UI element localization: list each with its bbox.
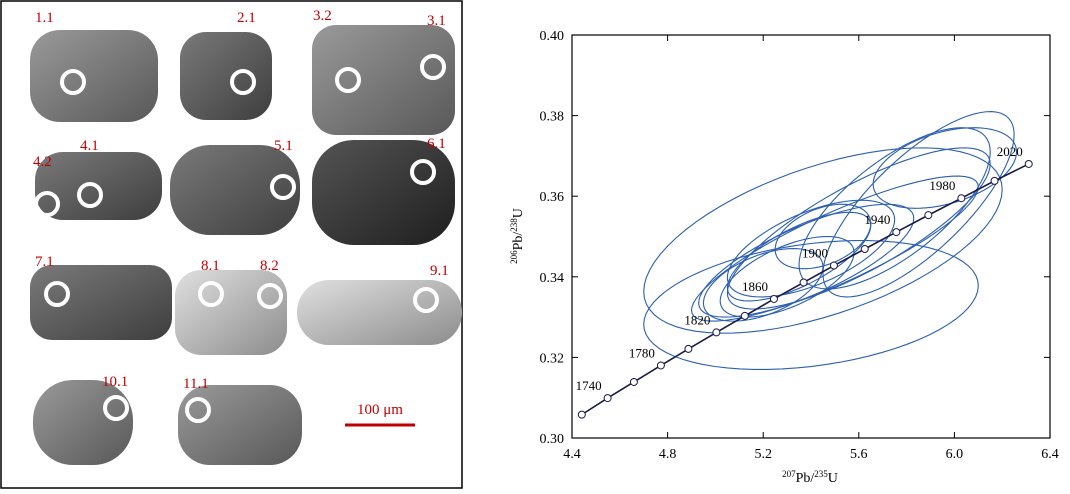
plot-frame: [572, 35, 1050, 438]
y-tick-label: 0.30: [540, 432, 565, 447]
spot-label: 10.1: [102, 374, 128, 390]
age-marker: [1025, 160, 1032, 167]
age-marker: [713, 329, 720, 336]
age-marker: [861, 245, 868, 252]
error-ellipse: [873, 128, 1016, 209]
y-label-mass: 238: [509, 218, 519, 232]
x-label-element: U: [828, 471, 838, 486]
x-axis-label: 207Pb/235U: [782, 469, 838, 486]
grain: [30, 30, 158, 122]
grain: [178, 385, 302, 465]
grain: [175, 270, 287, 355]
age-marker: [741, 312, 748, 319]
spot-label: 2.1: [237, 10, 256, 26]
y-tick-label: 0.34: [540, 271, 565, 286]
y-tick-label: 0.38: [540, 110, 565, 125]
y-tick-label: 0.40: [540, 29, 565, 44]
age-marker: [800, 279, 807, 286]
age-label: 1980: [929, 178, 955, 193]
y-label-element: Pb/: [511, 232, 526, 251]
x-label-mass: 235: [814, 469, 828, 479]
age-marker: [770, 295, 777, 302]
grain: [170, 145, 300, 235]
grain: [180, 32, 272, 120]
spot-label: 8.1: [201, 258, 220, 274]
spot-label: 4.2: [33, 154, 52, 170]
spot-label: 9.1: [430, 263, 449, 279]
x-tick-label: 6.4: [1041, 447, 1059, 462]
spot-label: 3.2: [313, 8, 332, 24]
spot-label: 3.1: [427, 13, 446, 29]
spot-label: 1.1: [35, 10, 54, 26]
grain: [312, 25, 455, 135]
age-label: 1860: [742, 279, 768, 294]
age-marker: [578, 411, 585, 418]
x-label-mass: 207: [782, 469, 796, 479]
x-tick-label: 5.6: [850, 447, 868, 462]
scale-bar-label: 100 μm: [357, 402, 403, 418]
age-marker: [925, 212, 932, 219]
grain: [297, 280, 462, 345]
page: {"zircon_panel": { "spot_labels": ["1.1"…: [0, 0, 1070, 489]
y-tick-label: 0.32: [540, 351, 565, 366]
age-marker: [685, 345, 692, 352]
spot-label: 7.1: [35, 254, 54, 270]
age-label: 1900: [802, 246, 828, 261]
cl-panel: 1.1 2.1 3.2 3.1 4.2 4.1 5.1 6.1 7.1 8.1 …: [1, 1, 462, 488]
age-label: 1940: [864, 212, 890, 227]
age-label: 1740: [576, 378, 602, 393]
spot-label: 11.1: [183, 376, 209, 392]
x-tick-label: 6.0: [946, 447, 964, 462]
age-label: 2020: [997, 144, 1023, 159]
age-label: 1780: [629, 345, 655, 360]
y-tick-label: 0.36: [540, 190, 565, 205]
age-marker: [630, 378, 637, 385]
grain: [33, 380, 133, 465]
age-label: 1820: [684, 312, 710, 327]
age-marker: [991, 177, 998, 184]
x-tick-label: 4.8: [659, 447, 677, 462]
age-marker: [958, 195, 965, 202]
age-marker: [893, 229, 900, 236]
y-label-mass: 206: [509, 250, 519, 264]
spot-label: 6.1: [427, 136, 446, 152]
y-axis-label: 206Pb/238U: [509, 208, 526, 264]
x-tick-label: 5.2: [754, 447, 772, 462]
spot-label: 4.1: [80, 138, 99, 154]
age-marker: [604, 395, 611, 402]
age-marker: [657, 362, 664, 369]
y-label-element: U: [511, 208, 526, 218]
spot-label: 5.1: [274, 138, 293, 154]
spot-label: 8.2: [260, 258, 279, 274]
x-label-element: Pb/: [796, 471, 815, 486]
grain: [312, 140, 455, 245]
x-tick-label: 4.4: [563, 447, 581, 462]
figure: 1.1 2.1 3.2 3.1 4.2 4.1 5.1 6.1 7.1 8.1 …: [0, 0, 1070, 489]
age-marker: [830, 262, 837, 269]
